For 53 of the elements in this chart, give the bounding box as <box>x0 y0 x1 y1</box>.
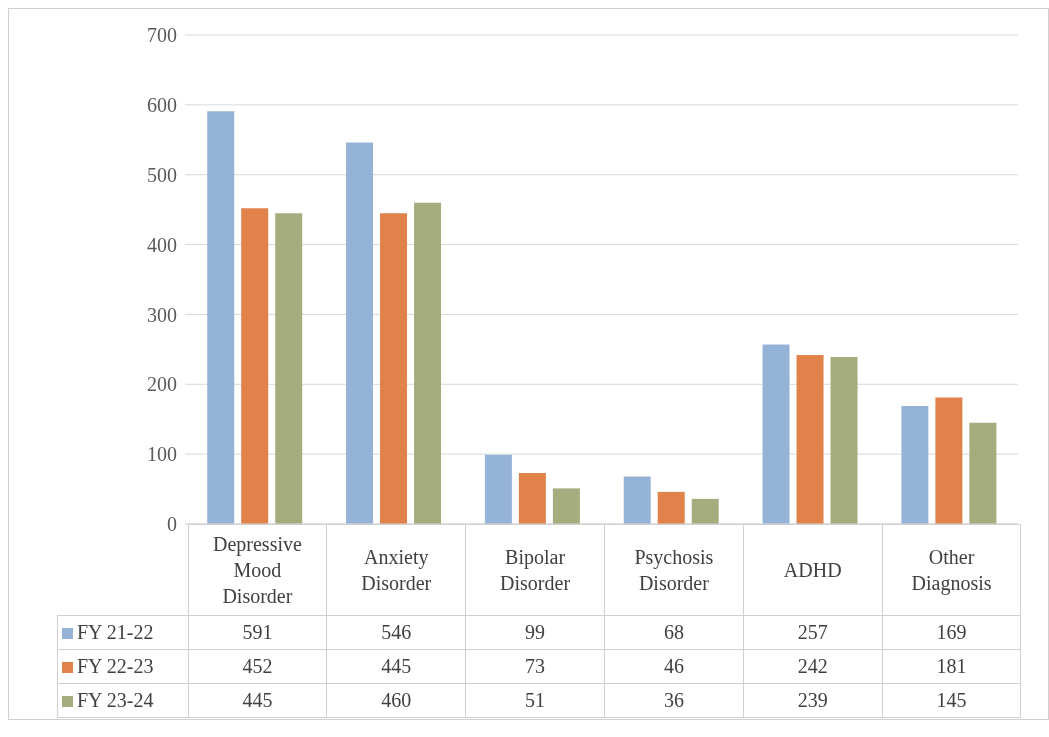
bar <box>762 344 790 524</box>
data-label: 460 <box>326 683 466 718</box>
y-tick-label: 0 <box>167 513 177 536</box>
y-tick-label: 700 <box>147 24 177 47</box>
y-tick-label: 200 <box>147 373 177 396</box>
data-label: 169 <box>882 615 1021 650</box>
x-tick-label: ADHD <box>743 524 883 616</box>
bar <box>691 498 719 524</box>
bar <box>657 491 685 524</box>
bar <box>207 111 235 524</box>
legend-label: FY 21-22 <box>76 621 154 643</box>
bar <box>275 213 303 524</box>
bar <box>414 202 442 524</box>
y-tick-label: 100 <box>147 443 177 466</box>
y-tick-label: 400 <box>147 233 177 256</box>
data-label: 445 <box>188 683 327 718</box>
bar <box>901 405 929 524</box>
data-label: 242 <box>743 649 883 684</box>
data-label: 36 <box>604 683 744 718</box>
bar <box>623 476 651 524</box>
bar <box>484 454 512 524</box>
data-label: 73 <box>465 649 605 684</box>
bar <box>935 397 963 524</box>
y-tick-label: 500 <box>147 163 177 186</box>
data-label: 239 <box>743 683 883 718</box>
data-label: 145 <box>882 683 1021 718</box>
legend-label: FY 23-24 <box>76 689 154 711</box>
x-tick-label: Bipolar Disorder <box>465 524 605 616</box>
bar <box>830 357 858 524</box>
data-label: 51 <box>465 683 605 718</box>
data-label: 99 <box>465 615 605 650</box>
data-label: 68 <box>604 615 744 650</box>
y-tick-label: 300 <box>147 303 177 326</box>
legend-label: FY 22-23 <box>76 655 154 677</box>
x-tick-label: Psychosis Disorder <box>604 524 744 616</box>
data-label: 445 <box>326 649 466 684</box>
y-tick-label: 600 <box>147 93 177 116</box>
bar <box>518 473 546 524</box>
data-label: 452 <box>188 649 327 684</box>
x-tick-label: Other Diagnosis <box>882 524 1021 616</box>
bar <box>346 142 374 524</box>
data-label: 546 <box>326 615 466 650</box>
data-label: 591 <box>188 615 327 650</box>
bar <box>241 208 269 524</box>
bar <box>796 354 824 524</box>
bar <box>969 422 997 524</box>
bar <box>380 213 408 524</box>
data-label: 46 <box>604 649 744 684</box>
x-tick-label: Depressive Mood Disorder <box>188 524 327 616</box>
data-label: 257 <box>743 615 883 650</box>
data-label: 181 <box>882 649 1021 684</box>
x-tick-label: Anxiety Disorder <box>326 524 466 616</box>
bar <box>552 488 580 524</box>
